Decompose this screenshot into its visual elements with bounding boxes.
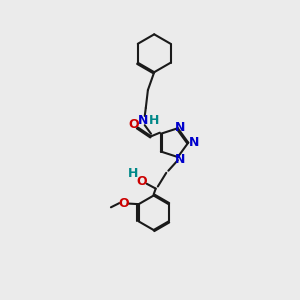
- Text: N: N: [138, 114, 148, 127]
- Text: O: O: [128, 118, 139, 131]
- Text: O: O: [137, 175, 147, 188]
- Text: N: N: [189, 136, 200, 149]
- Text: H: H: [128, 167, 138, 180]
- Text: O: O: [118, 196, 129, 210]
- Text: H: H: [148, 114, 159, 127]
- Text: N: N: [175, 121, 185, 134]
- Text: N: N: [175, 153, 185, 166]
